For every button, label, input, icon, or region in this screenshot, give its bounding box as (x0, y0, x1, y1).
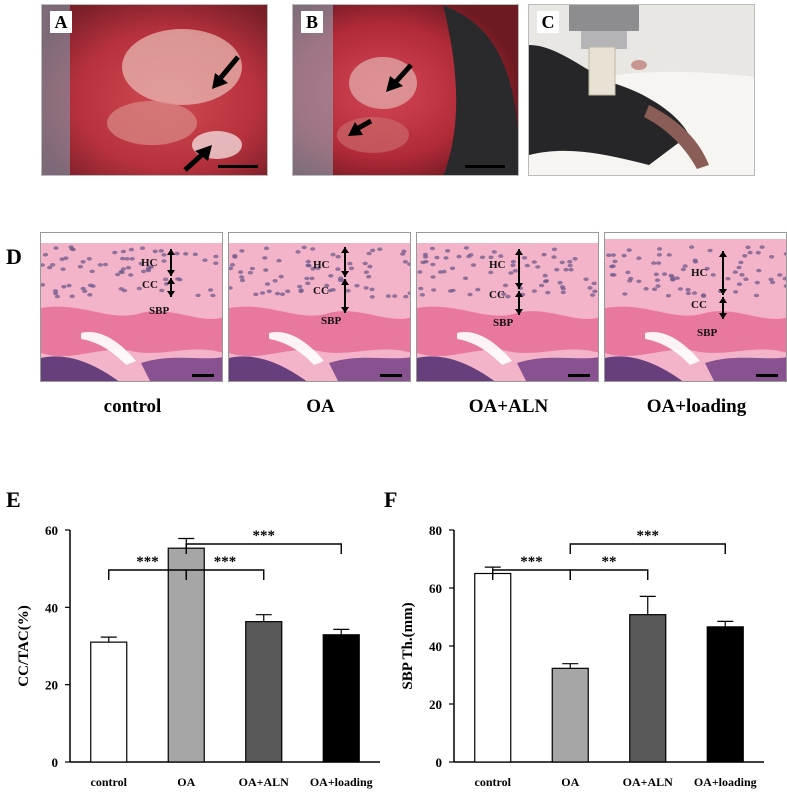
y-tick-label: 40 (429, 639, 442, 654)
y-axis-label: CC/TAC(%) (16, 605, 32, 686)
significance-bracket (185, 543, 342, 554)
photo-b-image (293, 5, 518, 175)
photo-panel-c: C (528, 4, 755, 176)
significance-bracket (185, 569, 265, 580)
panel-letter-d: D (6, 244, 22, 269)
bar (629, 614, 667, 763)
histology-panel-oa-loading: HC CC SBP (604, 232, 787, 382)
histology-image-oa (229, 233, 410, 381)
photo-a-image (42, 5, 267, 175)
tissue-label-hc: HC (489, 259, 506, 271)
x-tick-label: control (91, 775, 128, 789)
y-tick-label: 60 (45, 523, 58, 538)
x-tick-label: OA (177, 775, 195, 789)
y-tick-label: 20 (429, 697, 442, 712)
significance-bracket (569, 543, 726, 554)
significance-label: *** (214, 554, 237, 570)
significance-label: *** (136, 554, 159, 570)
x-tick-label: OA+ALN (623, 775, 674, 789)
bar (474, 572, 512, 763)
tissue-label-cc: CC (691, 299, 707, 311)
panel-letter-a: A (50, 11, 72, 33)
histology-caption-oa-loading: OA+loading (646, 396, 747, 417)
histology-panel-control: HC CC SBP (40, 232, 223, 382)
photo-panel-b: B (292, 4, 519, 176)
histology-caption-control: control (103, 396, 162, 417)
photo-c-image (529, 5, 754, 175)
tissue-label-hc: HC (313, 259, 330, 271)
bar (245, 621, 283, 763)
tissue-label-hc: HC (691, 267, 708, 279)
scale-bar-b (465, 165, 505, 168)
x-tick-label: OA+loading (310, 775, 373, 789)
bar (322, 634, 360, 763)
tissue-label-sbp: SBP (697, 327, 718, 339)
tissue-label-hc: HC (141, 257, 158, 269)
significance-label: *** (253, 528, 276, 544)
histology-panel-oa: HC CC SBP (228, 232, 411, 382)
histology-image-oa-aln (417, 233, 598, 381)
x-tick-label: OA+loading (694, 775, 757, 789)
histology-image-control (41, 233, 222, 381)
bar (551, 667, 589, 763)
y-axis-label: SBP Th.(mm) (400, 602, 416, 689)
tissue-label-sbp: SBP (493, 317, 514, 329)
x-tick-label: control (475, 775, 512, 789)
significance-label: ** (602, 554, 617, 570)
histology-caption-oa: OA (306, 396, 335, 417)
bar (167, 547, 205, 763)
histology-image-oa-loading (605, 233, 786, 381)
y-tick-label: 80 (429, 523, 442, 538)
scale-bar-a (218, 165, 258, 168)
x-tick-label: OA+ALN (239, 775, 290, 789)
bar (90, 641, 128, 763)
tissue-label-cc: CC (313, 285, 329, 297)
bar-chart-f: 0 20 40 60 80 SBP Th.(mm) control OA OA+ALN OA+lo… (400, 523, 764, 789)
x-tick-label: OA (561, 775, 579, 789)
panel-letter-e: E (6, 487, 21, 512)
y-tick-label: 60 (429, 581, 442, 596)
y-tick-label: 20 (45, 678, 58, 693)
tissue-label-sbp: SBP (149, 305, 170, 317)
tissue-label-cc: CC (142, 279, 158, 291)
significance-label: *** (520, 554, 543, 570)
y-tick-label: 0 (52, 755, 59, 770)
panel-letter-c: C (537, 11, 559, 33)
significance-label: *** (637, 528, 660, 544)
bar (706, 626, 744, 763)
histology-panel-oa-aln: HC CC SBP (416, 232, 599, 382)
y-tick-label: 40 (45, 600, 58, 615)
histology-caption-oa-aln: OA+ALN (468, 396, 549, 417)
panel-letter-b: B (301, 11, 323, 33)
tissue-label-sbp: SBP (321, 315, 342, 327)
photo-panel-a: A (41, 4, 268, 176)
significance-bracket (569, 569, 649, 580)
panel-letter-f: F (384, 487, 398, 512)
y-tick-label: 0 (436, 755, 443, 770)
tissue-label-cc: CC (489, 289, 505, 301)
bar-chart-e: 0 20 40 60 CC/TAC(%) control OA OA+ALN OA+loadin… (16, 523, 380, 789)
